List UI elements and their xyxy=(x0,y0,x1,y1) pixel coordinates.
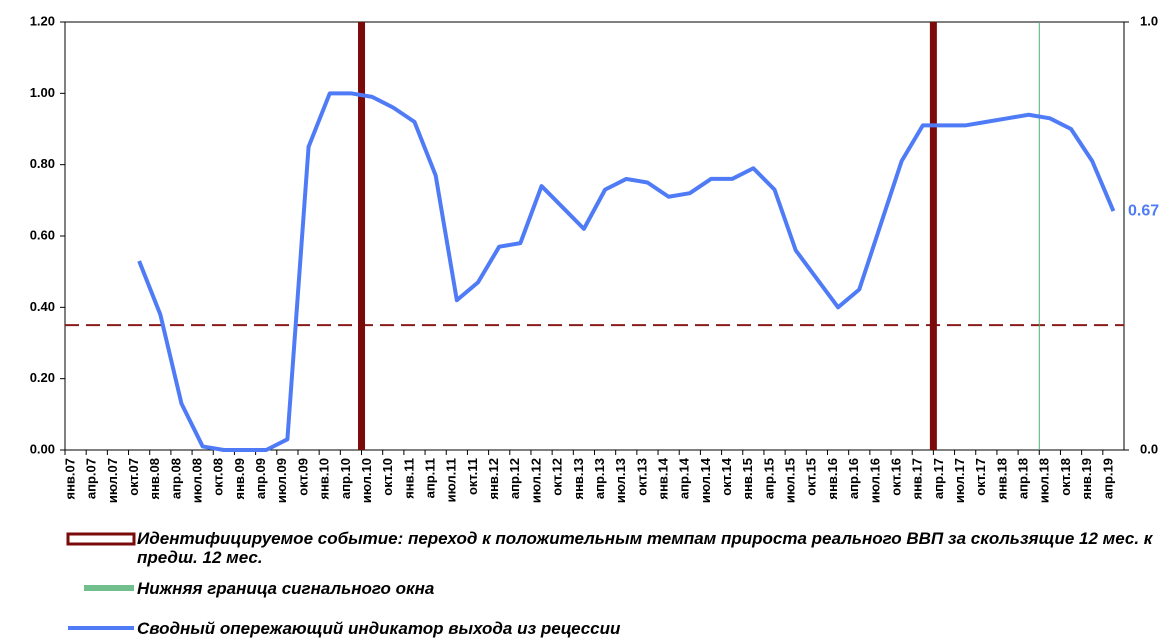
x-tick-label: апр.09 xyxy=(253,458,268,499)
legend-line: Сводный опережающий индикатор выхода из … xyxy=(137,619,621,638)
legend-event-swatch xyxy=(66,532,136,546)
x-tick-label: янв.08 xyxy=(147,458,162,500)
x-tick-label: янв.11 xyxy=(401,458,416,499)
x-tick-label: июл.18 xyxy=(1037,458,1052,503)
x-tick-label: янв.19 xyxy=(1079,458,1094,500)
x-tick-label: окт.09 xyxy=(295,458,310,496)
x-tick-label: июл.07 xyxy=(105,458,120,503)
plot-area xyxy=(64,21,1125,451)
x-tick-label: окт.16 xyxy=(888,458,903,496)
x-tick-label: июл.11 xyxy=(444,458,459,502)
x-tick-label: янв.15 xyxy=(740,458,755,500)
x-tick-label: янв.14 xyxy=(655,457,670,499)
y-tick-label: 0.20 xyxy=(30,370,55,385)
x-tick-label: июл.14 xyxy=(698,457,713,503)
x-tick-label: апр.10 xyxy=(338,458,353,499)
x-tick-label: окт.10 xyxy=(380,458,395,496)
y2-tick-label: 0.0 xyxy=(1140,441,1158,456)
x-tick-label: янв.17 xyxy=(910,458,925,500)
x-tick-label: июл.16 xyxy=(867,458,882,503)
legend-event: Идентифицируемое событие: переход к поло… xyxy=(137,529,1153,567)
x-tick-label: апр.11 xyxy=(422,458,437,498)
x-tick-label: июл.15 xyxy=(783,458,798,503)
x-tick-label: окт.15 xyxy=(804,458,819,496)
x-tick-label: апр.18 xyxy=(1016,458,1031,499)
x-tick-label: окт.17 xyxy=(973,458,988,496)
legend-window-swatch xyxy=(84,585,134,591)
legend-window: Нижняя граница сигнального окна xyxy=(137,579,435,598)
series-line xyxy=(137,91,1116,452)
x-tick-label: янв.10 xyxy=(317,458,332,500)
x-tick-label: янв.16 xyxy=(825,458,840,500)
x-tick-label: апр.16 xyxy=(846,458,861,499)
x-tick-label: янв.18 xyxy=(994,458,1009,500)
x-tick-label: окт.18 xyxy=(1058,458,1073,496)
x-tick-label: апр.07 xyxy=(84,458,99,499)
data-label: 0.67 xyxy=(1128,202,1159,219)
x-tick-label: окт.14 xyxy=(719,457,734,496)
y-tick-label: 0.80 xyxy=(30,156,55,171)
x-tick-label: окт.13 xyxy=(634,458,649,496)
y-tick-label: 0.40 xyxy=(30,299,55,314)
x-tick-label: окт.08 xyxy=(211,458,226,496)
x-tick-label: окт.11 xyxy=(465,458,480,495)
x-tick-label: июл.08 xyxy=(190,458,205,503)
x-tick-label: апр.13 xyxy=(592,458,607,499)
x-tick-label: июл.10 xyxy=(359,458,374,503)
x-tick-label: апр.08 xyxy=(168,458,183,499)
x-tick-label: окт.07 xyxy=(126,458,141,496)
x-tick-label: апр.12 xyxy=(507,458,522,499)
x-tick-label: янв.13 xyxy=(571,458,586,500)
y-tick-label: 1.00 xyxy=(30,85,55,100)
y-tick-label: 0.00 xyxy=(30,441,55,456)
x-tick-label: июл.17 xyxy=(952,458,967,503)
x-tick-label: апр.14 xyxy=(677,457,692,499)
x-tick-label: июл.09 xyxy=(274,458,289,503)
x-tick-label: янв.09 xyxy=(232,458,247,500)
x-tick-label: апр.19 xyxy=(1100,458,1115,499)
x-tick-label: апр.15 xyxy=(761,458,776,499)
x-tick-label: июл.12 xyxy=(528,458,543,503)
x-tick-label: июл.13 xyxy=(613,458,628,503)
y-tick-label: 0.60 xyxy=(30,227,55,242)
x-tick-label: окт.12 xyxy=(550,458,565,496)
x-tick-label: апр.17 xyxy=(931,458,946,499)
y-tick-label: 1.20 xyxy=(30,13,55,28)
x-tick-label: янв.07 xyxy=(62,458,77,500)
y2-tick-label: 1.0 xyxy=(1140,13,1158,28)
x-tick-label: янв.12 xyxy=(486,458,501,500)
